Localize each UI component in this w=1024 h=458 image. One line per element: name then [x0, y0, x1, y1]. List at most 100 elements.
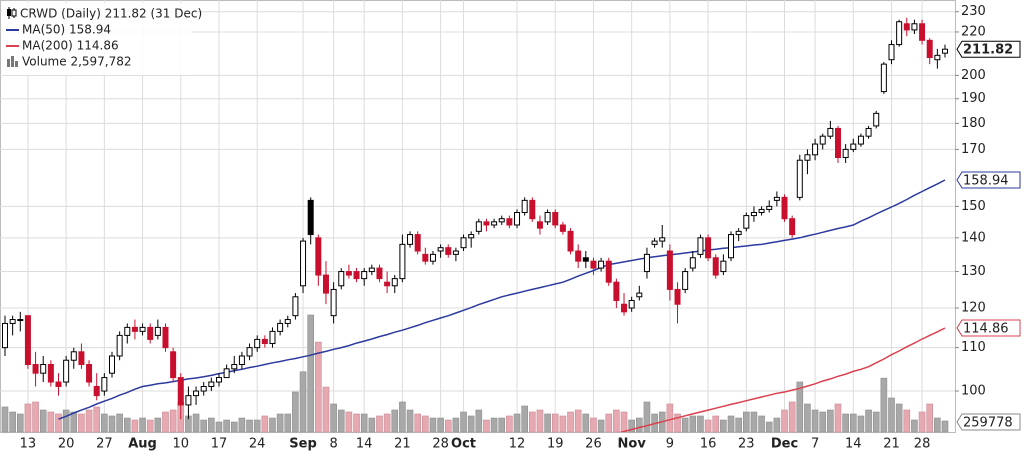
volume-bar [24, 403, 32, 433]
grid [0, 0, 955, 432]
candle [78, 343, 85, 369]
volume-bar [238, 417, 246, 433]
candle-body [926, 39, 933, 59]
candle-body [223, 368, 230, 379]
tag-label: 114.86 [963, 321, 1009, 336]
tag-label: 259778 [963, 416, 1013, 431]
candle [139, 323, 146, 336]
volume-bar [414, 413, 421, 433]
candle-body [399, 243, 406, 280]
volume-bar [467, 415, 475, 433]
legend: CRWD (Daily) 211.82 (31 Dec) MA(50) 158.… [2, 3, 202, 75]
candle-body [567, 230, 574, 252]
candle-body [86, 364, 93, 383]
candle-body [919, 23, 926, 41]
candle-body [177, 377, 184, 406]
volume-bar [666, 403, 674, 433]
volume-bar [819, 411, 827, 433]
candle [147, 323, 154, 344]
volume-bar [452, 417, 460, 433]
candle [345, 264, 352, 279]
candle-body [934, 54, 941, 61]
volume-bar [926, 403, 934, 433]
volume-bar [574, 409, 582, 433]
candle-body [384, 281, 391, 287]
x-tick-label: 27 [96, 437, 113, 452]
candle [613, 278, 620, 309]
value-tag: 259778 [956, 413, 1021, 431]
candle-body [460, 237, 467, 249]
volume-bar [895, 403, 903, 433]
volume-bar [842, 413, 849, 433]
x-tick-label: 9 [666, 437, 674, 452]
volume-bar [643, 401, 651, 433]
candle [422, 247, 429, 265]
candle-body [70, 351, 77, 361]
x-tick-label: Dec [771, 437, 798, 452]
candle-body [819, 135, 826, 145]
candle-body [40, 364, 47, 374]
candle-body [55, 381, 62, 388]
volume-bar [590, 417, 597, 433]
candle [911, 19, 918, 35]
volume-bar [154, 417, 162, 433]
volume-bar [253, 419, 261, 433]
x-tick-label: 24 [249, 437, 266, 452]
volume-bar [689, 415, 697, 433]
candle-body [322, 274, 329, 294]
volume-bar [330, 403, 337, 433]
candle-body [651, 240, 658, 245]
volume-bar [536, 409, 544, 433]
candle-body [101, 377, 108, 392]
y-tick-label: 100 [961, 384, 986, 399]
x-tick-label: 16 [700, 437, 717, 452]
candle [338, 268, 345, 290]
candle-body [32, 364, 39, 374]
candle-body [598, 260, 605, 269]
candle-body [116, 334, 123, 357]
candle [804, 149, 811, 175]
candle-body [437, 247, 444, 252]
volume-bar [47, 411, 55, 433]
candle [208, 377, 215, 392]
candle [674, 282, 681, 324]
candle [796, 154, 803, 201]
candle-body [376, 267, 383, 280]
candle-body [942, 48, 948, 54]
candle-body [758, 208, 765, 214]
candle [750, 206, 757, 222]
x-tick-label: 8 [329, 437, 337, 452]
candle-body [238, 355, 245, 366]
volume-bar [215, 421, 223, 433]
candle [552, 209, 559, 229]
volume-bar [765, 421, 773, 433]
moving-averages [58, 179, 946, 432]
candle-body [857, 135, 864, 145]
volume-bar [146, 419, 154, 433]
volume-bar [849, 413, 857, 433]
candle [880, 61, 887, 94]
candle-body [529, 199, 536, 220]
candle-body [720, 260, 727, 273]
volume-bar [758, 415, 765, 433]
volume-bar [506, 415, 513, 433]
candle [536, 215, 543, 235]
candle [491, 218, 498, 229]
candle-body [154, 326, 161, 336]
candle-body [896, 21, 903, 46]
volume-bar [567, 411, 574, 433]
candle-body [766, 205, 773, 210]
candle [873, 110, 880, 129]
candle-body [666, 250, 673, 290]
candle-body [689, 257, 696, 269]
candle-body [873, 112, 880, 127]
candle [86, 360, 93, 387]
candle [361, 268, 368, 286]
volume-bar [32, 401, 39, 433]
legend-bg [2, 3, 192, 75]
candle [835, 125, 842, 163]
candle-body [605, 260, 612, 283]
candle-body [903, 23, 910, 31]
candle [445, 244, 452, 258]
candle [850, 138, 857, 153]
